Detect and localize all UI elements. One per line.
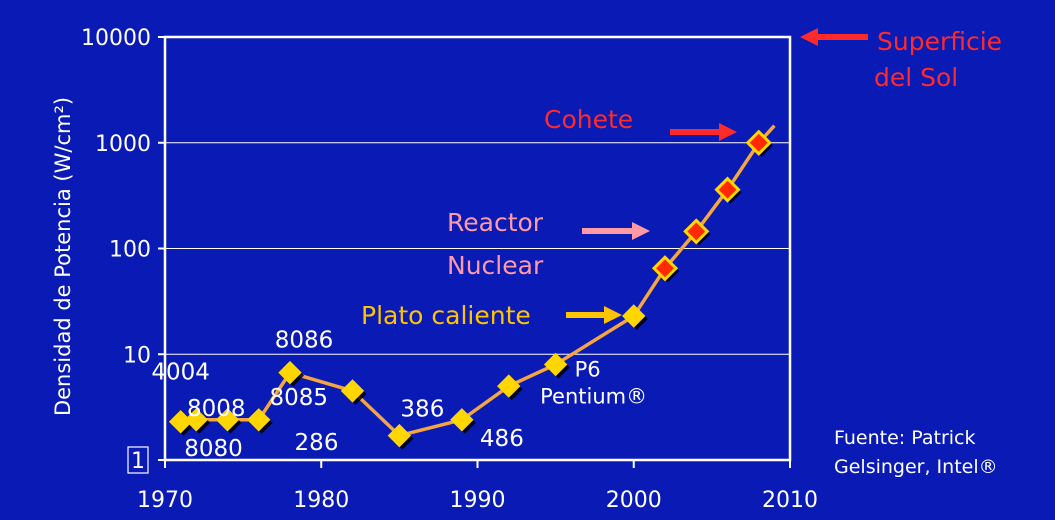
point-label: 8080 — [184, 436, 243, 462]
point-label: P6 — [575, 357, 601, 381]
x-tick-label: 2000 — [606, 488, 662, 513]
hotplate-arrow-head — [604, 306, 622, 324]
point-label: 8086 — [275, 328, 334, 354]
y-tick-label: 10000 — [81, 26, 151, 51]
x-tick-label: 1970 — [137, 488, 193, 513]
data-point — [622, 304, 646, 328]
data-point — [450, 408, 474, 432]
data-point — [387, 423, 412, 448]
x-tick-label: 1990 — [450, 488, 506, 513]
y-tick-box — [127, 446, 149, 474]
data-point — [745, 129, 772, 156]
point-label: 8008 — [187, 396, 246, 422]
annotation-hotplate: Plato caliente — [361, 301, 531, 330]
x-tick-label: 1980 — [293, 488, 349, 513]
annotation-sun: Superficie — [877, 27, 1002, 56]
point-label: 4004 — [151, 360, 210, 386]
data-point — [651, 255, 679, 282]
y-tick-label: 100 — [109, 238, 151, 263]
annotation-rocket: Cohete — [544, 105, 633, 134]
point-label: 386 — [400, 397, 444, 423]
rocket-arrow-head — [719, 123, 737, 141]
point-label: Pentium® — [540, 384, 647, 408]
point-label: 286 — [295, 430, 339, 456]
y-tick-label: 1 — [131, 449, 145, 474]
data-point — [247, 408, 271, 432]
source-note: Gelsinger, Intel® — [834, 456, 998, 478]
data-point — [184, 408, 208, 432]
y-axis-label: Densidad de Potencia (W/cm²) — [51, 97, 75, 416]
data-point — [714, 176, 741, 203]
annotation-reactor: Nuclear — [447, 251, 544, 280]
annotation-reactor: Reactor — [447, 208, 544, 237]
data-point — [278, 360, 302, 385]
data-point — [543, 352, 568, 377]
point-label: 486 — [480, 426, 524, 452]
y-tick-label: 1000 — [95, 132, 151, 157]
point-label: 8085 — [269, 385, 328, 411]
y-tick-label: 10 — [123, 343, 151, 368]
sun-arrow-head — [800, 28, 818, 46]
source-note: Fuente: Patrick — [834, 427, 975, 449]
data-point — [340, 379, 365, 403]
x-tick-label: 2010 — [762, 488, 818, 513]
reactor-arrow-head — [632, 222, 650, 240]
data-point — [215, 408, 240, 432]
annotation-sun: del Sol — [874, 63, 958, 92]
series-line — [180, 124, 776, 438]
data-point — [683, 218, 710, 245]
data-point — [497, 374, 521, 398]
